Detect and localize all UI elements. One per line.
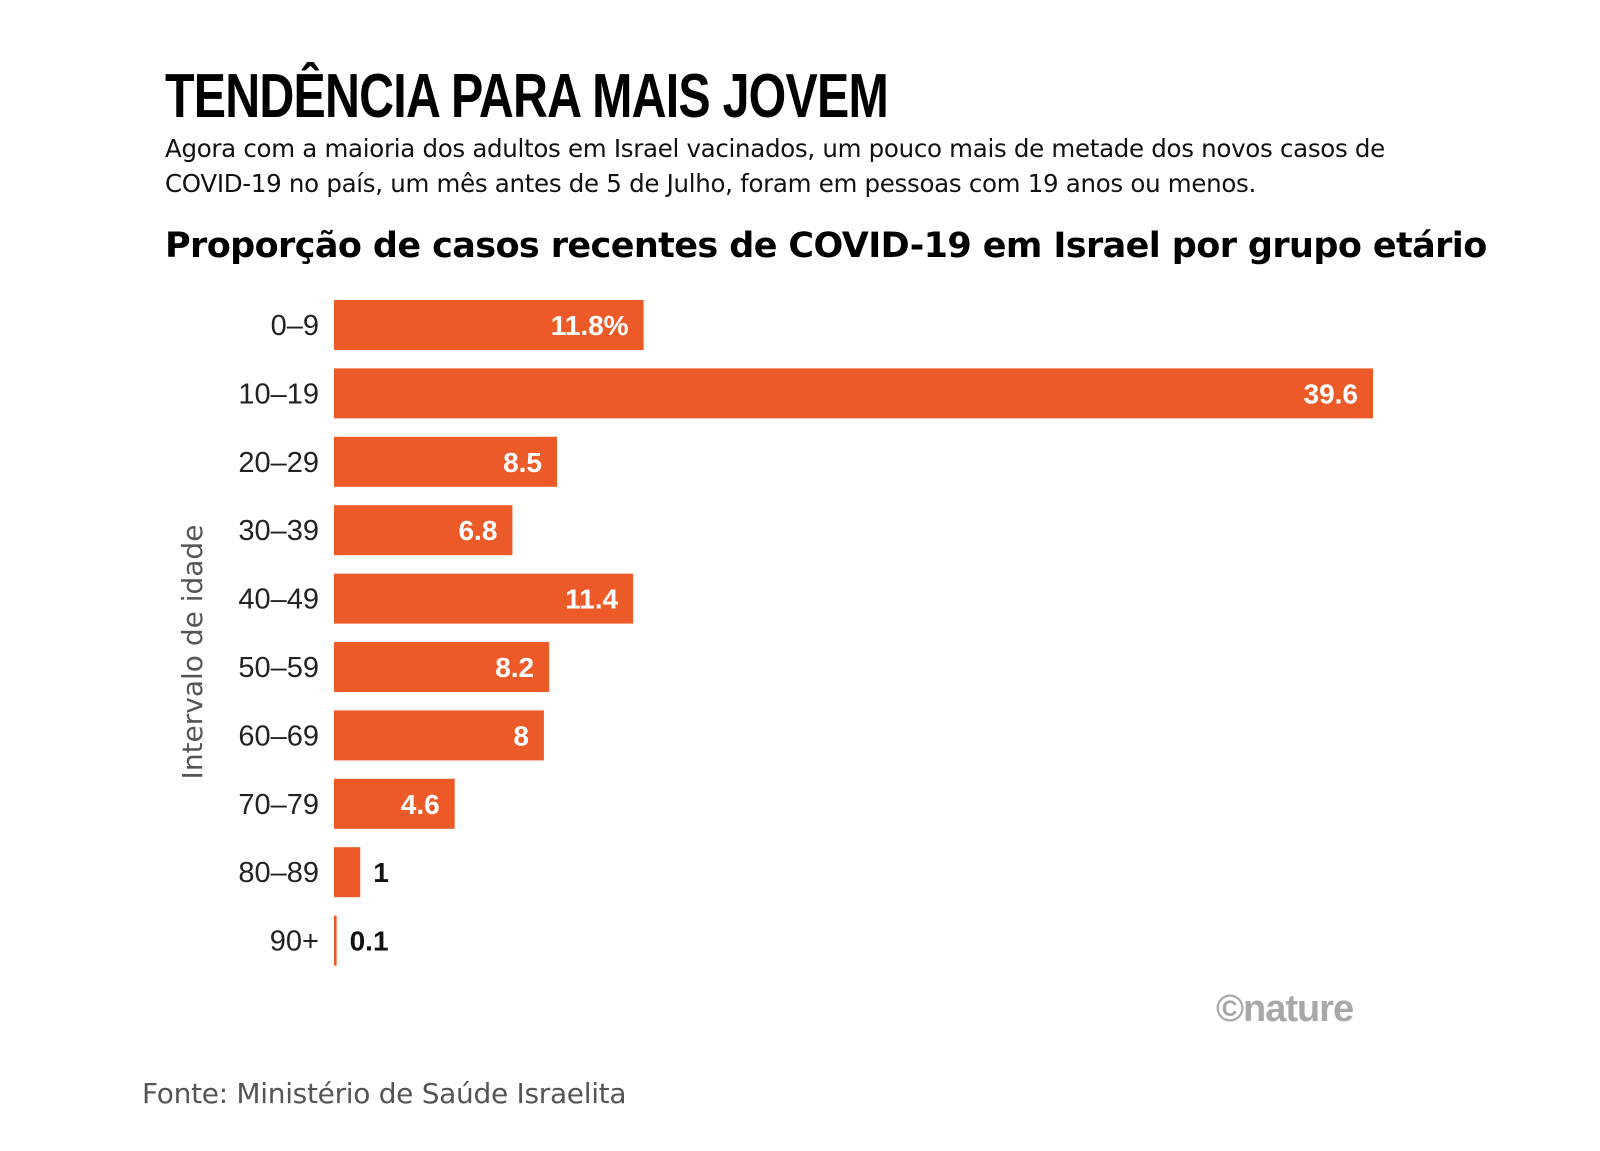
- bar-value-label: 1: [373, 857, 389, 888]
- chart-title: Proporção de casos recentes de COVID-19 …: [165, 226, 1487, 266]
- headline: TENDÊNCIA PARA MAIS JOVEM: [165, 62, 889, 131]
- y-tick-label: 40–49: [238, 584, 319, 616]
- bar: [334, 505, 513, 556]
- y-tick-label: 50–59: [238, 652, 319, 684]
- bar-value-label: 11.4: [565, 584, 618, 615]
- bar: [334, 368, 1373, 419]
- y-tick-label: 60–69: [238, 720, 319, 752]
- y-tick-label: 90+: [270, 926, 319, 958]
- y-tick-label: 10–19: [238, 378, 319, 410]
- y-tick-label: 30–39: [238, 515, 319, 547]
- y-tick-label: 70–79: [238, 789, 319, 821]
- standfirst: Agora com a maioria dos adultos em Israe…: [165, 134, 1385, 198]
- bar: [334, 436, 558, 487]
- y-tick-label: 20–29: [238, 447, 319, 479]
- y-axis-label: Intervalo de idade: [176, 525, 209, 780]
- bar-value-label: 11.8%: [551, 310, 629, 341]
- bar: [334, 915, 337, 966]
- bar-value-label: 39.6: [1304, 378, 1359, 409]
- bar: [334, 573, 634, 624]
- bar: [334, 847, 361, 898]
- bar: [334, 778, 455, 829]
- y-tick-label: 0–9: [271, 310, 319, 342]
- bar-value-label: 8.2: [495, 652, 534, 683]
- bar: [334, 642, 550, 692]
- bar-value-label: 8: [513, 720, 529, 751]
- bars-group: 0–9 11.8%10–19 39.620–29 8.530–39 6.840–49 11…: [238, 300, 1373, 966]
- bar-value-label: 4.6: [401, 789, 440, 820]
- bar-value-label: 0.1: [350, 926, 389, 957]
- nature-credit-logo: ©nature: [1216, 988, 1354, 1030]
- bar-value-label: 8.5: [503, 447, 542, 478]
- y-tick-label: 80–89: [238, 857, 319, 889]
- bar: [334, 300, 644, 350]
- bar: [334, 710, 544, 761]
- bar-value-label: 6.8: [458, 515, 497, 546]
- source-note: Fonte: Ministério de Saúde Israelita: [142, 1077, 627, 1110]
